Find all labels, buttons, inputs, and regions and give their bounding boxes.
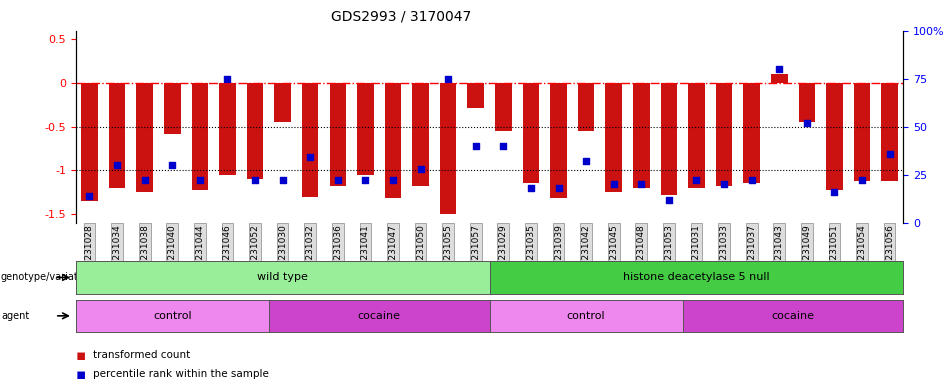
Bar [578, 83, 594, 131]
Point [827, 189, 842, 195]
Bar [605, 83, 622, 192]
Point [468, 143, 483, 149]
Bar [164, 83, 181, 134]
Bar [882, 83, 898, 181]
Point [661, 197, 676, 203]
Point [606, 181, 622, 187]
Point [772, 66, 787, 72]
Point [330, 177, 345, 184]
Bar [633, 83, 650, 188]
Text: ▪: ▪ [76, 348, 86, 363]
Text: GDS2993 / 3170047: GDS2993 / 3170047 [331, 10, 471, 23]
Point [689, 177, 704, 184]
Bar [302, 83, 319, 197]
Point [523, 185, 538, 191]
Bar [385, 83, 401, 198]
Text: agent: agent [1, 311, 29, 321]
Text: wild type: wild type [257, 272, 308, 283]
Bar [688, 83, 705, 188]
Point [82, 193, 97, 199]
Text: percentile rank within the sample: percentile rank within the sample [93, 369, 269, 379]
Bar [467, 83, 484, 108]
Point [634, 181, 649, 187]
Bar [247, 83, 263, 179]
Text: genotype/variation: genotype/variation [1, 272, 94, 283]
Bar [412, 83, 429, 186]
Point [579, 158, 594, 164]
Bar [191, 83, 208, 190]
Bar [522, 83, 539, 184]
Bar [274, 83, 290, 122]
Point [745, 177, 760, 184]
Bar [136, 83, 153, 192]
Bar [495, 83, 512, 131]
Text: ▪: ▪ [76, 367, 86, 382]
Point [551, 185, 566, 191]
Point [882, 151, 897, 157]
Point [799, 120, 815, 126]
Bar [660, 83, 677, 195]
Point [385, 177, 400, 184]
Bar [798, 83, 815, 122]
Point [441, 76, 456, 82]
Point [716, 181, 731, 187]
Bar [716, 83, 732, 186]
Bar [440, 83, 456, 214]
Point [413, 166, 429, 172]
Bar [357, 83, 374, 175]
Point [275, 177, 290, 184]
Text: control: control [153, 311, 191, 321]
Text: cocaine: cocaine [772, 311, 815, 321]
Point [137, 177, 152, 184]
Text: control: control [567, 311, 605, 321]
Bar [744, 83, 760, 184]
Bar [771, 74, 787, 83]
Bar [551, 83, 567, 198]
Bar [853, 83, 870, 181]
Point [192, 177, 207, 184]
Text: cocaine: cocaine [358, 311, 401, 321]
Point [248, 177, 263, 184]
Point [165, 162, 180, 168]
Text: transformed count: transformed count [93, 350, 190, 360]
Bar [329, 83, 346, 186]
Point [358, 177, 373, 184]
Point [110, 162, 125, 168]
Point [496, 143, 511, 149]
Bar [219, 83, 236, 175]
Bar [109, 83, 125, 188]
Point [219, 76, 235, 82]
Point [854, 177, 869, 184]
Text: histone deacetylase 5 null: histone deacetylase 5 null [623, 272, 770, 283]
Bar [81, 83, 97, 201]
Point [303, 154, 318, 161]
Bar [826, 83, 843, 190]
